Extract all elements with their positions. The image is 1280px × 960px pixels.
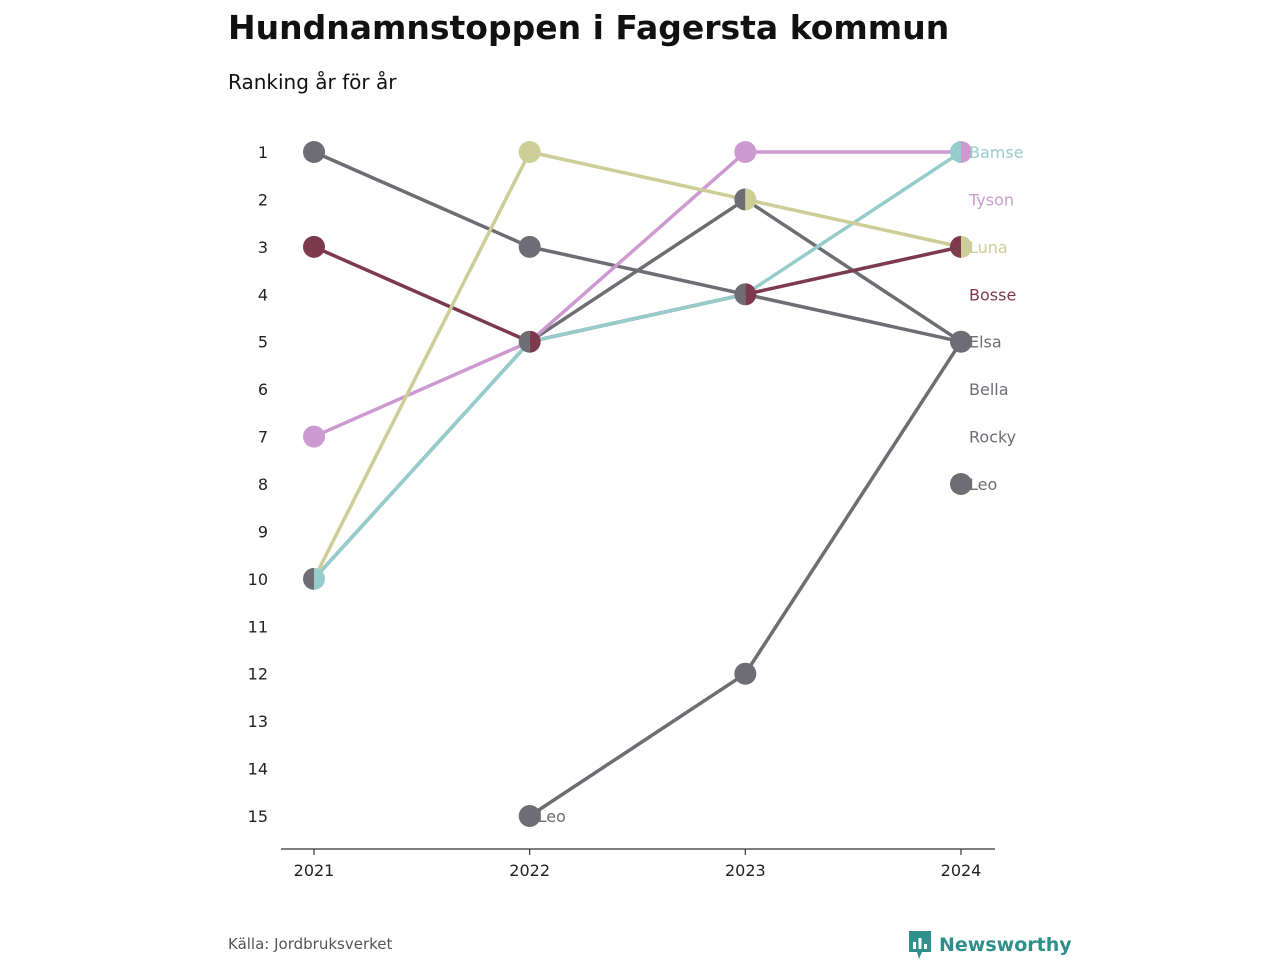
end-label-tyson: Tyson bbox=[968, 190, 1014, 209]
x-tick-label: 2024 bbox=[941, 861, 982, 880]
data-point-rocky bbox=[303, 141, 325, 163]
data-point-half bbox=[961, 235, 973, 258]
data-point-bosse bbox=[303, 235, 325, 258]
series-line-bosse bbox=[313, 245, 962, 344]
data-point-rocky bbox=[518, 235, 541, 258]
y-tick-label: 3 bbox=[258, 238, 268, 257]
data-point-half bbox=[961, 141, 972, 163]
newsworthy-logo-icon bbox=[909, 931, 931, 959]
series-line-luna bbox=[312, 150, 962, 580]
data-point-half bbox=[745, 283, 757, 306]
y-tick-label: 4 bbox=[258, 285, 268, 304]
brand[interactable]: Newsworthy bbox=[908, 930, 1072, 960]
x-tick-label: 2021 bbox=[294, 861, 335, 880]
y-tick-label: 8 bbox=[258, 475, 268, 494]
chart-subtitle: Ranking år för år bbox=[228, 70, 397, 94]
y-tick-label: 1 bbox=[258, 143, 268, 162]
data-point-half bbox=[303, 567, 314, 590]
data-point-half bbox=[950, 141, 961, 163]
data-point-rocky bbox=[950, 330, 972, 353]
y-tick-label: 9 bbox=[258, 522, 268, 541]
y-tick-label: 5 bbox=[258, 333, 268, 352]
chart-title: Hundnamnstoppen i Fagersta kommun bbox=[228, 8, 950, 47]
y-tick-label: 10 bbox=[248, 570, 268, 589]
annotation-label: Leo bbox=[538, 807, 566, 826]
data-point-leo bbox=[734, 662, 757, 685]
data-point-half bbox=[734, 188, 746, 211]
y-tick-label: 14 bbox=[248, 760, 268, 779]
x-tick-label: 2022 bbox=[509, 861, 550, 880]
series-line-bamse bbox=[312, 150, 962, 581]
y-tick-label: 2 bbox=[258, 190, 268, 209]
data-point-tyson bbox=[303, 425, 325, 448]
y-tick-label: 11 bbox=[248, 617, 268, 636]
data-point-half bbox=[529, 330, 541, 353]
end-label-luna: Luna bbox=[969, 238, 1008, 257]
brand-name: Newsworthy bbox=[939, 934, 1072, 956]
data-point-luna bbox=[518, 141, 541, 163]
end-label-rocky: Rocky bbox=[969, 428, 1016, 447]
source-note: Källa: Jordbruksverket bbox=[228, 935, 393, 953]
data-point-elsa bbox=[950, 473, 972, 495]
y-tick-label: 7 bbox=[258, 428, 268, 447]
end-label-bella: Bella bbox=[969, 380, 1009, 399]
y-tick-label: 6 bbox=[258, 380, 268, 399]
y-tick-label: 15 bbox=[248, 807, 268, 826]
x-tick-label: 2023 bbox=[725, 861, 766, 880]
data-point-half bbox=[745, 188, 757, 211]
data-point-half bbox=[734, 283, 746, 306]
end-label-bamse: Bamse bbox=[969, 143, 1024, 162]
y-tick-label: 13 bbox=[248, 712, 268, 731]
end-label-leo: Leo bbox=[969, 475, 997, 494]
data-point-half bbox=[950, 235, 961, 258]
y-tick-label: 12 bbox=[248, 665, 268, 684]
data-point-half bbox=[518, 330, 530, 353]
series-line-leo bbox=[528, 340, 963, 818]
data-point-half bbox=[314, 567, 325, 590]
end-label-elsa: Elsa bbox=[969, 333, 1002, 352]
series-line-tyson bbox=[313, 150, 961, 439]
data-point-leo bbox=[518, 805, 541, 827]
data-point-tyson bbox=[734, 141, 757, 163]
end-label-bosse: Bosse bbox=[969, 285, 1016, 304]
